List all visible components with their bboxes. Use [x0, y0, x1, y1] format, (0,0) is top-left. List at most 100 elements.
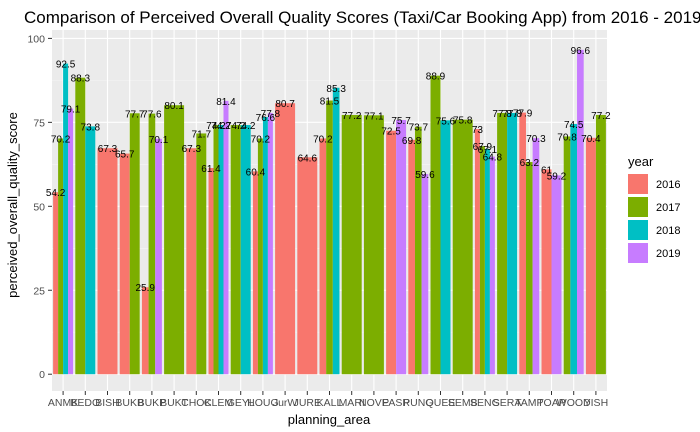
bar	[507, 112, 518, 375]
data-label: 72.5	[381, 127, 401, 138]
x-axis-title: planning_area	[288, 412, 371, 427]
data-label: 69.8	[402, 136, 422, 147]
data-label: 74.2	[206, 121, 226, 132]
bar	[129, 113, 140, 375]
bar	[141, 287, 149, 375]
bar	[208, 168, 214, 375]
data-label: 73.7	[409, 123, 429, 134]
data-label: 74.2	[226, 121, 246, 132]
bar	[326, 100, 333, 375]
data-label: 70.2	[51, 134, 71, 145]
bar	[570, 124, 578, 375]
legend-label: 2017	[656, 202, 680, 214]
bar	[58, 138, 64, 375]
data-label: 70.2	[251, 134, 271, 145]
data-label: 77.8	[502, 109, 522, 120]
bar	[541, 169, 552, 375]
x-tick-label: BUKB	[115, 397, 144, 409]
data-label: 74.2	[211, 121, 231, 132]
data-label: 67.1	[478, 145, 498, 156]
x-tick-label: BUKP	[138, 397, 167, 409]
x-tick-label: YISH	[584, 397, 609, 409]
legend-label: 2016	[656, 179, 680, 191]
bar	[551, 175, 562, 375]
legend: year 2016 2017 2018 2019	[628, 154, 680, 263]
bar	[63, 63, 69, 375]
bar	[440, 120, 451, 375]
bar	[213, 125, 219, 375]
y-axis-title: perceived_overall_quality_score	[5, 112, 20, 298]
bar	[75, 77, 86, 375]
data-label: 71.7	[192, 129, 212, 140]
bar	[186, 148, 197, 375]
data-label: 65.7	[115, 150, 135, 161]
data-label: 76.6	[256, 113, 276, 124]
bar	[240, 125, 251, 375]
y-axis: 0 25 50 75 100	[27, 33, 52, 381]
data-label: 75.6	[436, 116, 456, 127]
data-label: 70.4	[581, 134, 601, 145]
x-tick-label: WOOD	[557, 397, 591, 409]
x-tick-label: TAMP	[515, 397, 543, 409]
data-label: 88.9	[426, 72, 446, 83]
data-label: 96.6	[571, 46, 591, 57]
data-label: 64.6	[298, 153, 318, 164]
data-label: 77.9	[513, 109, 533, 120]
bar	[68, 108, 74, 375]
bar	[585, 137, 596, 375]
data-labels: 54.270.292.579.188.373.867.365.777.725.9…	[46, 46, 611, 294]
data-label: 64.8	[483, 153, 503, 164]
x-tick-label: JURE	[294, 397, 321, 409]
data-label: 67.3	[182, 144, 202, 155]
x-tick-label: CHOK	[181, 397, 211, 409]
bar	[363, 115, 384, 375]
x-tick-label: CLEM	[204, 397, 233, 409]
data-label: 81.4	[216, 97, 236, 108]
y-tick-label: 75	[33, 117, 45, 129]
bar	[414, 126, 422, 375]
data-label: 63.2	[520, 158, 540, 169]
x-tick-label: JurW	[273, 397, 298, 409]
data-label: 67.3	[98, 144, 118, 155]
data-label: 74.2	[236, 121, 256, 132]
data-label: 59.6	[415, 170, 435, 181]
data-label: 70.2	[313, 134, 333, 145]
data-label: 54.2	[46, 188, 66, 199]
data-label: 92.5	[56, 60, 76, 71]
data-label: 60.4	[246, 167, 266, 178]
data-label: 81.5	[320, 97, 340, 108]
data-label: 77.8	[492, 109, 512, 120]
data-label: 80.7	[275, 99, 295, 110]
data-label: 70.8	[557, 132, 577, 143]
x-tick-label: HOUG	[247, 397, 279, 409]
data-label: 85.3	[326, 84, 346, 95]
x-axis: ANMKBEDOBISHBUKBBUKPBUKTCHOKCLEMGEYLHOUG…	[48, 391, 608, 409]
x-tick-label: KALL	[317, 397, 343, 409]
bar	[489, 156, 495, 375]
legend-swatch	[628, 243, 648, 263]
bar	[396, 119, 407, 375]
x-tick-label: BUKT	[160, 397, 189, 409]
x-tick-label: TOAP	[537, 397, 565, 409]
bar	[595, 114, 606, 375]
legend-title: year	[628, 154, 654, 169]
bar	[252, 171, 258, 375]
y-tick-label: 50	[33, 201, 45, 213]
bar	[421, 174, 429, 375]
bar	[297, 157, 318, 375]
bar	[479, 146, 485, 375]
bar	[148, 113, 156, 375]
bar	[484, 148, 490, 375]
bar	[275, 103, 296, 375]
data-label: 75.7	[391, 116, 411, 127]
legend-label: 2019	[656, 248, 680, 260]
bar	[332, 87, 340, 375]
x-tick-label: BEDO	[70, 397, 100, 409]
data-label: 75.8	[453, 116, 473, 127]
x-tick-label: BISH	[95, 397, 120, 409]
x-tick-label: ANMK	[48, 397, 78, 409]
bar	[267, 112, 273, 375]
bar	[452, 119, 473, 375]
bar	[262, 116, 268, 375]
